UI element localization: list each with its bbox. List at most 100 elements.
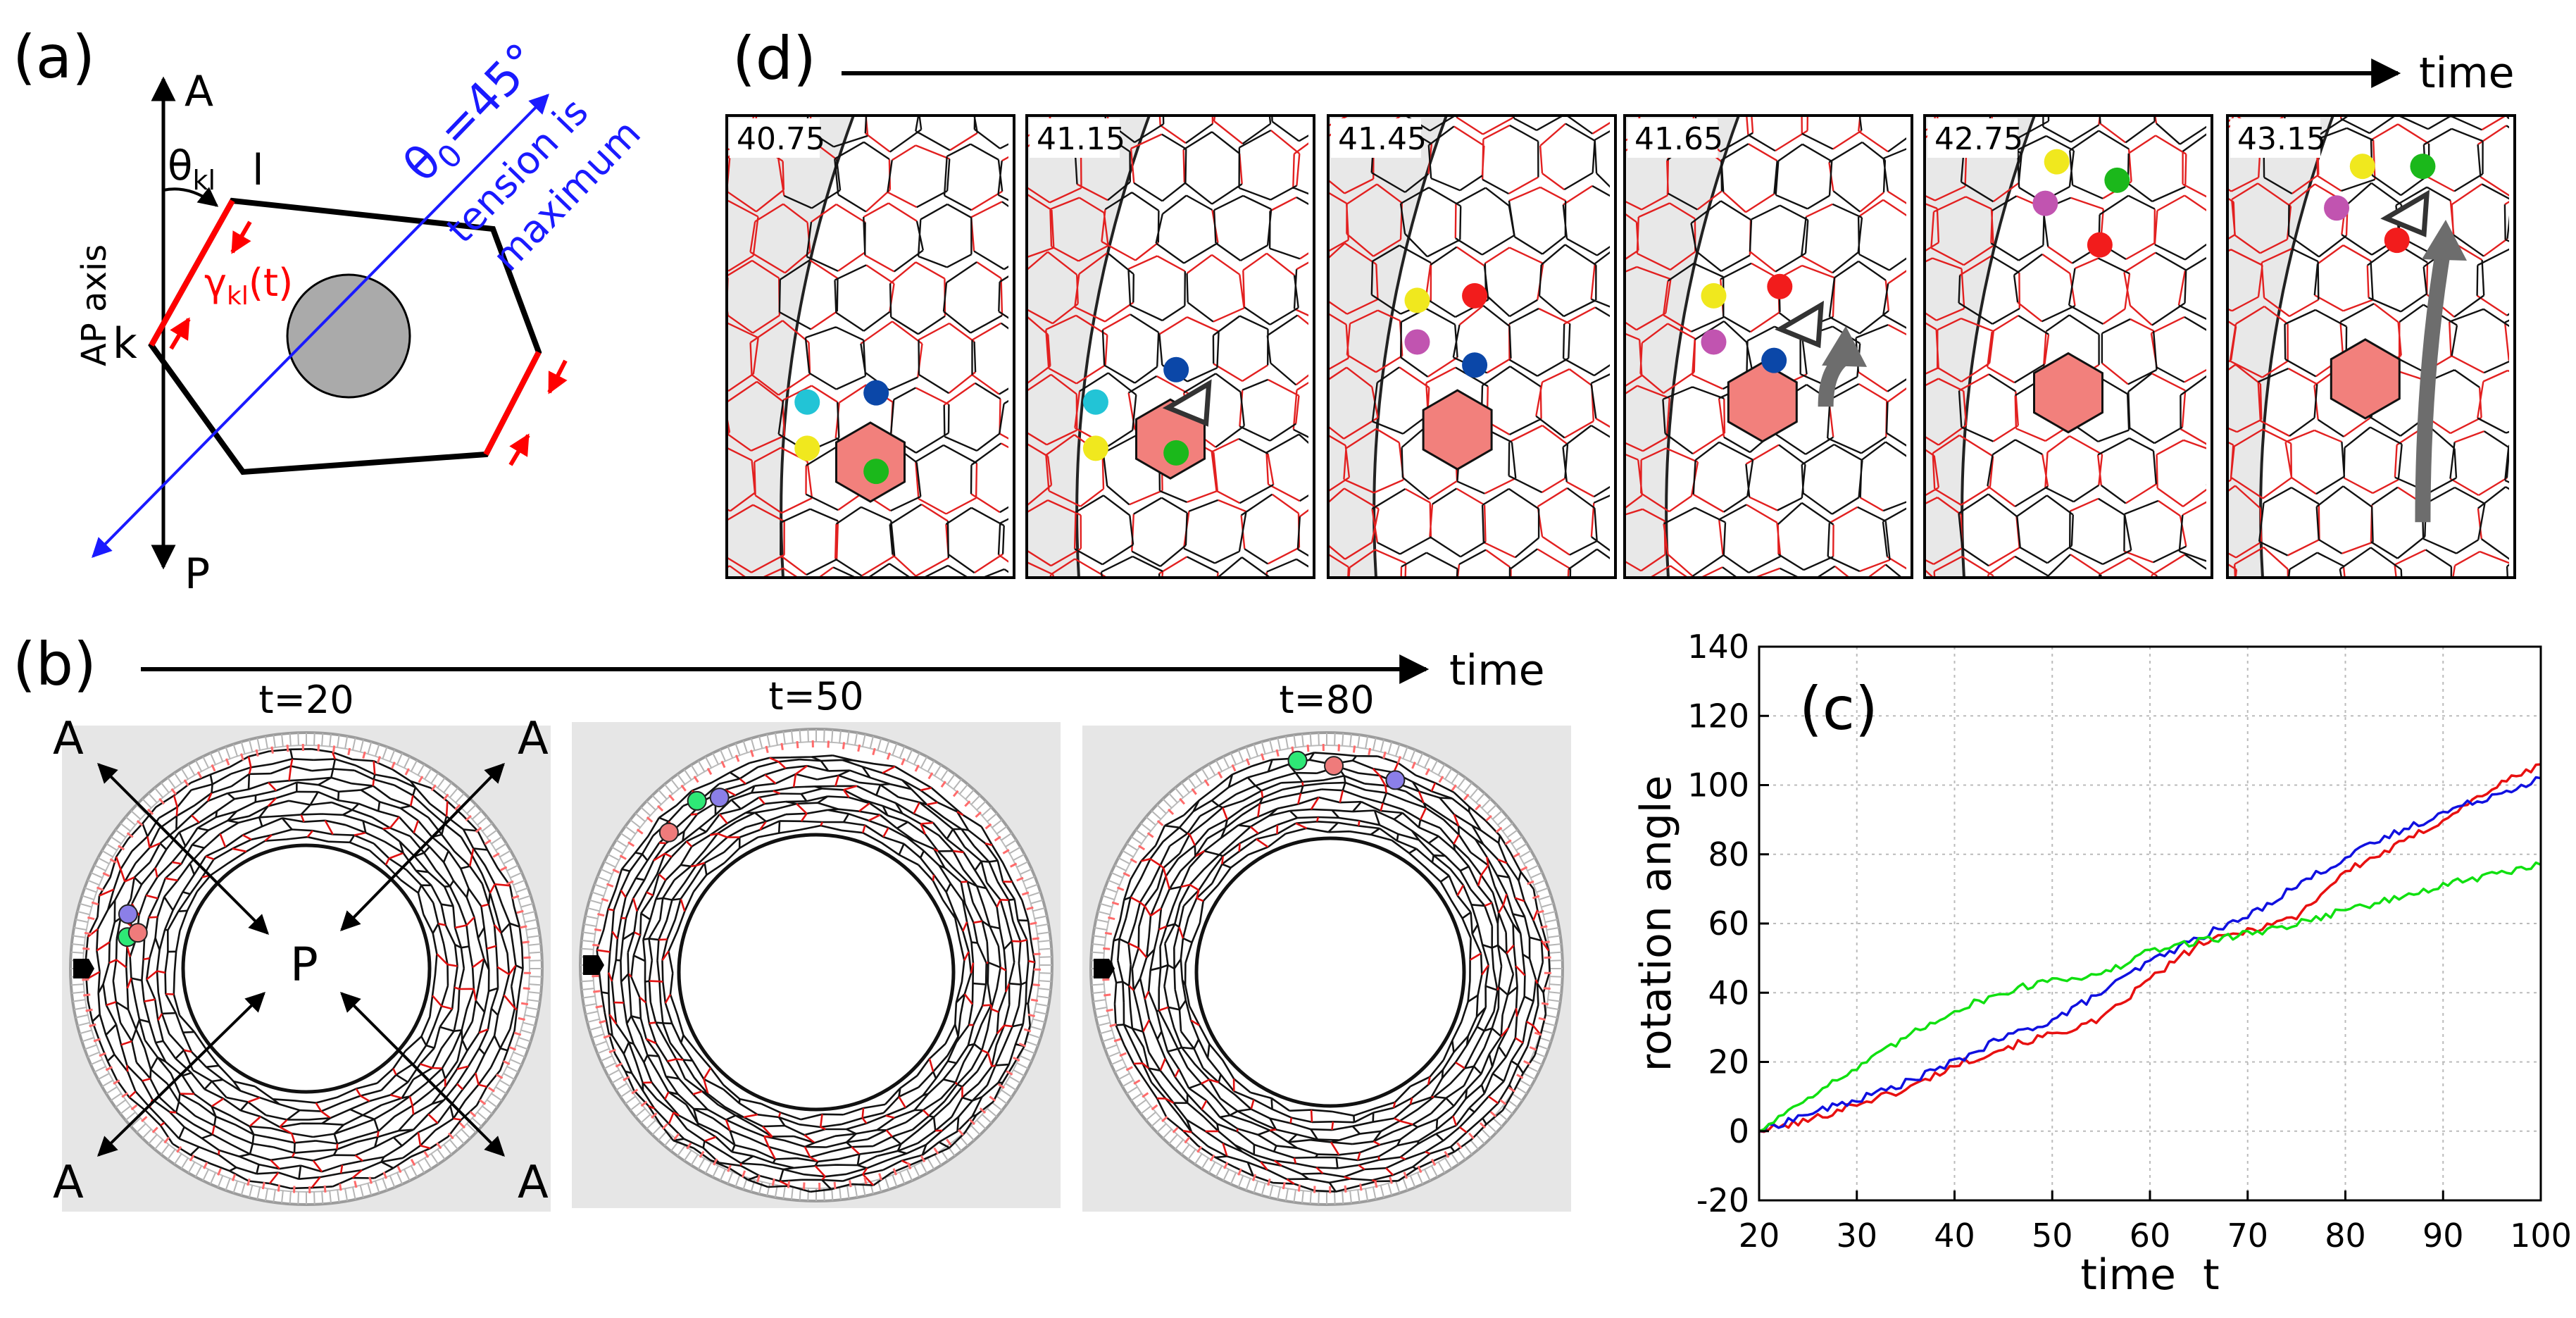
frame-label-bg [2230,118,2320,158]
marked-cell [687,790,707,811]
red-junctions [2227,116,2509,578]
ap-label-a-br: A [518,1157,549,1209]
compression-arrow-1 [230,220,252,254]
vertex-l-label: l [252,146,264,195]
chart-ylabel: rotation angle [1632,776,1681,1072]
reference-marker [73,959,94,978]
panel-b-snapshots: t=20 t=50 t=80 [62,674,1571,1212]
x-tick-label: 50 [2032,1217,2073,1255]
ap-arrow-top-left [97,763,269,935]
tracked-cell-dot-magenta [2324,195,2350,221]
tracked-cell-dot-green [863,459,889,485]
snapshot-2: t=50 [572,674,1061,1208]
frame-time-label: 40.75 [737,121,825,157]
ap-arrow-bottom-left [96,992,266,1157]
y-tick-label: 120 [1687,697,1749,735]
rearrangement-marker [1162,379,1212,427]
ap-arrows: A A A A P [53,713,549,1209]
panel-c-chart: 20 30 40 50 60 70 80 90 100 -20 0 20 40 60 80 100 120 140… [1632,628,2572,1300]
y-tick-label: 20 [1708,1043,1749,1081]
ap-axis-name: AP axis [75,244,114,366]
frame-content [1328,116,1610,578]
x-tick-label: 90 [2422,1217,2464,1255]
frame-border [1923,114,2213,579]
ap-arrow-bottom-right [340,992,505,1157]
tracked-cell-dot-blue [1163,356,1189,383]
tracked-cell-dot-blue [1761,347,1787,373]
lumen-hole [1194,836,1466,1108]
y-tick-label: 80 [1708,835,1749,874]
frame-border [1025,114,1315,579]
frame-border [2226,114,2516,579]
x-tick-label: 60 [2130,1217,2171,1255]
tissue-rim-band [1328,116,1446,578]
frame-label-bg [1627,118,1718,158]
snapshot-time-label: t=50 [768,674,863,719]
series-line-blue [1758,776,2541,1133]
series-line-red [1758,763,2541,1133]
cell-network [1110,752,1551,1193]
snapshot-3: t=80 [1082,678,1571,1212]
panel-b: (b) time t=20 t=50 t=80 A A A A P [13,630,1571,1212]
snapshot-time-label: t=20 [258,678,354,722]
frame-content [727,116,1008,578]
red-junctions [727,116,1008,578]
marked-cell [127,923,148,943]
frame-time-label: 42.75 [1934,121,2023,157]
frame-content [1625,116,1906,578]
tracked-cell-dot-red [2087,232,2113,258]
snapshot-time-label: t=80 [1279,678,1374,722]
tracked-cell-dot-magenta [1404,329,1430,355]
y-tick-label: 40 [1708,974,1749,1012]
reference-marker [583,955,604,975]
tracked-cell-dot-green [2104,167,2130,193]
reference-marker [1094,959,1115,978]
marked-cell [118,904,138,924]
ap-label-a-bl: A [53,1157,84,1209]
compression-arrow-2 [169,317,191,350]
tracked-cell-dot-yellow [2349,154,2375,180]
frame-time-label: 41.45 [1338,121,1427,157]
frame-6: 43.15 [2226,114,2516,579]
tracked-cell-dot-green [2410,154,2436,180]
tracked-cell-dot-yellow [2044,149,2070,175]
ap-arrow-top-right [340,762,505,932]
frame-border [1623,114,1913,579]
tracked-cell-dot-yellow [1082,435,1108,461]
highlighted-cell [2330,338,2401,420]
vertex-k-label: k [113,319,137,368]
panel-label-b: (b) [13,630,96,699]
tissue-rim-band [1625,116,1739,578]
tissue-boundary [1373,116,1448,578]
series-line-green [1758,861,2541,1133]
frame-1: 40.75 [725,114,1015,579]
rearrangement-marker [2380,189,2430,237]
x-tick-label: 100 [2510,1217,2572,1255]
rim-ticks [1091,733,1563,1205]
tissue-rim-band [1925,116,2034,578]
x-tick-label: 30 [1836,1217,1877,1255]
frame-content [1925,116,2206,578]
tracked-cell-dot-magenta [1701,329,1727,355]
frame-border [725,114,1015,579]
chart-series [1758,763,2541,1133]
tissue-boundary [1665,116,1740,578]
theta-kl-label: θkl [168,142,215,196]
highlighted-cell [2033,352,2103,434]
cell-lattice [2227,116,2509,578]
red-junctions [1925,116,2206,578]
marked-cell [1385,770,1406,790]
red-junctions [1625,116,1906,578]
x-tick-label: 20 [1739,1217,1780,1255]
compression-arrow-3 [547,359,568,394]
ap-label-a-tr: A [518,713,549,765]
black-junctions [2258,116,2509,578]
frame-label-bg [730,118,820,158]
cell-lattice [1625,116,1906,578]
x-tick-label: 70 [2227,1217,2268,1255]
marked-cell [1287,750,1308,771]
tracked-cell-dot-red [1462,282,1488,309]
tracked-cell-dot-red [2384,228,2410,254]
black-junctions [1662,116,1906,578]
gamma-kl-label: γkl(t) [204,261,293,311]
